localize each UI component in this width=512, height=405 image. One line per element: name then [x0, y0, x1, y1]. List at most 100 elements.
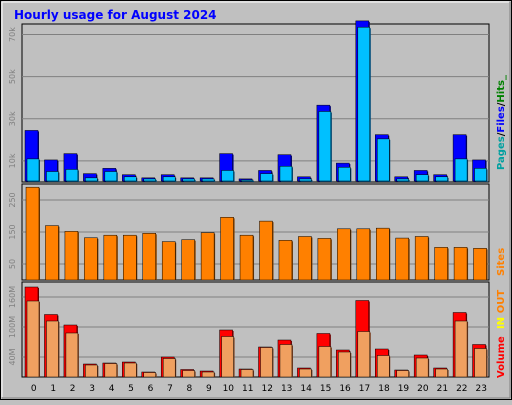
legend-hits: Hits — [496, 80, 507, 103]
legend-pages: Pages — [496, 136, 507, 170]
hits-bar — [357, 26, 371, 182]
panel-1-ytick-label: 50k — [8, 69, 17, 84]
legend-panel-3: Volume/ IN/OUT — [496, 290, 507, 378]
panel-3-ytick-label: 40M — [8, 348, 17, 365]
hits-bar — [299, 178, 312, 182]
x-tick-label: 18 — [378, 384, 390, 394]
legend-sites: Sites — [496, 248, 507, 276]
in-bar — [435, 368, 448, 378]
x-tick-label: 5 — [128, 384, 134, 394]
in-bar — [26, 300, 40, 378]
hits-bar — [396, 178, 409, 182]
hits-bar — [182, 178, 195, 182]
sites-bar — [181, 239, 195, 281]
x-tick-label: 4 — [109, 384, 115, 394]
sites-bar — [25, 186, 40, 281]
in-bar — [221, 336, 234, 378]
panel-2-ytick-label: 50 — [8, 259, 17, 269]
sites-bar — [317, 238, 332, 281]
in-bar — [318, 346, 332, 378]
x-tick-label: 1 — [50, 384, 56, 394]
hits-bar — [435, 176, 448, 182]
in-bar — [377, 355, 390, 378]
x-tick-label: 20 — [417, 384, 429, 394]
panel-1-ytick-label: 70k — [8, 27, 17, 42]
legend-panel-1: Pages/Files/Hits_ — [496, 75, 507, 170]
legend-in: IN — [496, 317, 507, 329]
hits-bar — [46, 171, 59, 182]
sites-bar — [278, 240, 293, 281]
sites-bar — [84, 237, 98, 281]
hits-bar — [124, 176, 137, 182]
in-bar — [338, 351, 351, 378]
legend-separator: / — [496, 332, 507, 336]
in-bar — [85, 364, 98, 378]
x-tick-label: 17 — [359, 384, 370, 394]
sites-bar — [298, 236, 312, 281]
hits-bar — [474, 168, 487, 182]
in-bar — [260, 347, 273, 378]
sites-bar — [64, 231, 79, 281]
sites-bar — [376, 227, 390, 281]
sites-bar — [356, 228, 371, 281]
x-tick-label: 12 — [262, 384, 273, 394]
hits-bar — [65, 169, 79, 182]
sites-bar — [123, 234, 137, 281]
x-tick-label: 11 — [242, 384, 253, 394]
in-bar — [182, 370, 195, 378]
x-tick-label: 3 — [89, 384, 95, 394]
panel-3-ytick-label: 100M — [8, 316, 17, 338]
x-tick-label: 14 — [300, 384, 312, 394]
legend-out: OUT — [496, 290, 507, 314]
in-bar — [162, 358, 176, 378]
sites-bar — [220, 217, 234, 281]
panel-3-background — [21, 281, 490, 378]
sites-bar — [45, 225, 59, 281]
x-tick-label: 22 — [456, 384, 467, 394]
chart-title: Hourly usage for August 2024 — [14, 8, 217, 22]
sites-bar — [161, 241, 176, 281]
x-tick-label: 13 — [281, 384, 292, 394]
legend-separator: / — [496, 313, 507, 317]
sites-bar — [453, 247, 468, 281]
x-tick-label: 16 — [339, 384, 351, 394]
panel-1-background — [21, 23, 490, 183]
in-bar — [299, 368, 312, 378]
sites-bar — [414, 236, 429, 281]
in-bar — [474, 348, 487, 378]
panel-1-ytick-label: 10k — [8, 153, 17, 168]
hits-bar — [143, 178, 156, 182]
in-bar — [279, 344, 293, 378]
legend-separator: _ — [496, 75, 507, 80]
legend-separator: / — [496, 102, 507, 106]
hits-bar — [415, 174, 429, 182]
legend-panel-2: Sites — [496, 248, 507, 276]
in-bar — [65, 332, 79, 378]
x-tick-label: 10 — [223, 384, 235, 394]
x-tick-label: 21 — [437, 384, 448, 394]
sites-bar — [239, 234, 254, 281]
sites-bar — [434, 247, 448, 281]
in-bar — [46, 320, 59, 378]
x-tick-label: 2 — [70, 384, 76, 394]
in-bar — [415, 357, 429, 378]
hits-bar — [318, 111, 332, 182]
hits-bar — [162, 176, 176, 182]
legend-volume: Volume — [496, 336, 507, 378]
sites-bar — [200, 232, 215, 281]
x-tick-label: 7 — [167, 384, 173, 394]
in-bar — [396, 370, 409, 378]
sites-bar — [337, 228, 351, 281]
x-tick-label: 9 — [206, 384, 212, 394]
panel-2-ytick-label: 250 — [8, 192, 17, 207]
hits-bar — [26, 158, 40, 182]
x-tick-label: 8 — [187, 384, 193, 394]
sites-bar — [103, 234, 118, 281]
in-bar — [240, 369, 254, 378]
in-bar — [454, 320, 468, 378]
hits-bar — [279, 166, 293, 182]
x-tick-label: 15 — [320, 384, 331, 394]
panel-2-ytick-label: 150 — [8, 224, 17, 239]
